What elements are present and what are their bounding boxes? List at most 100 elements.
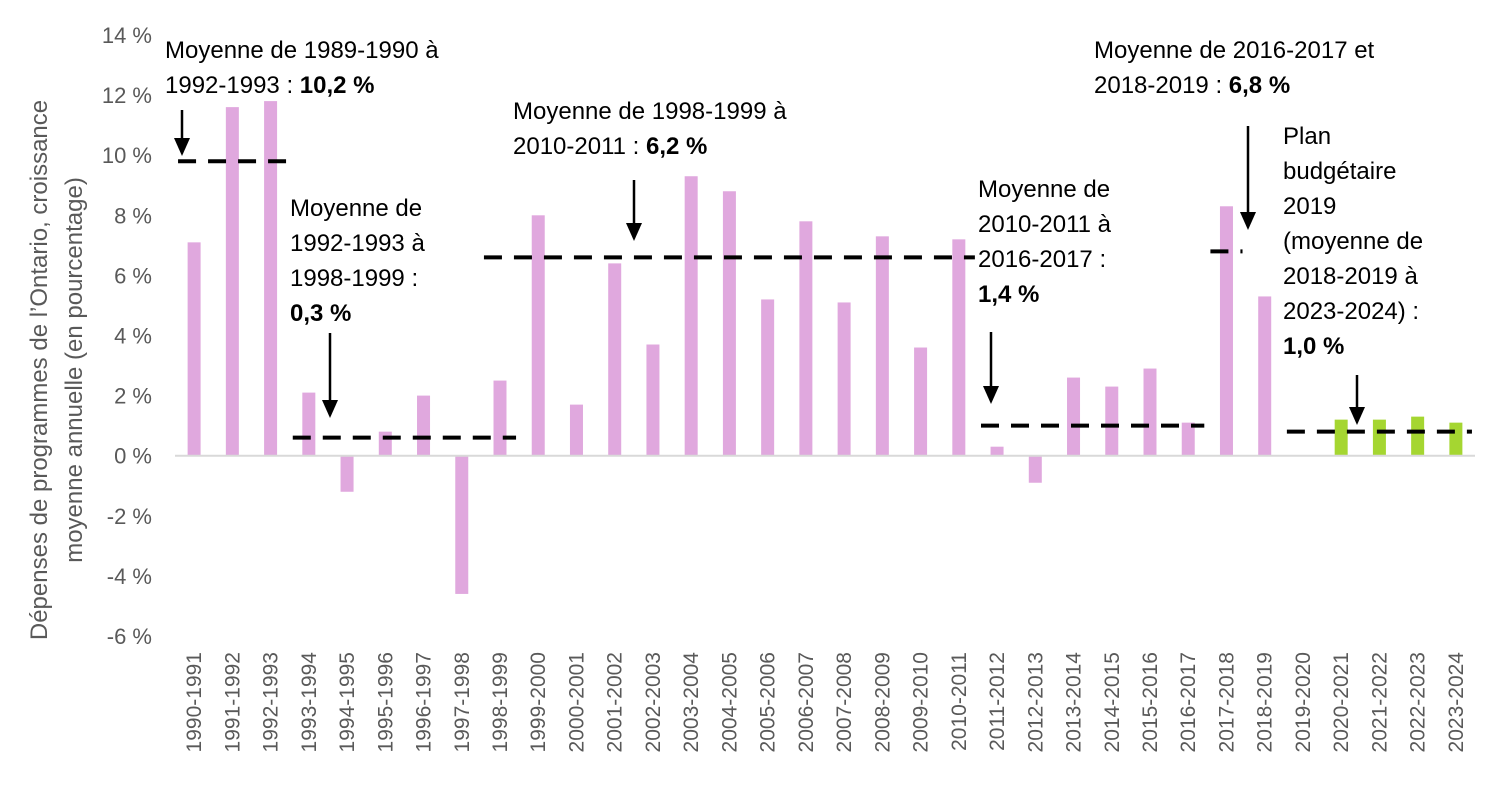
y-tick-label: 12 % (102, 83, 152, 108)
y-tick-label: 6 % (114, 263, 152, 288)
arrow-head (1240, 212, 1256, 230)
x-tick-label: 2010-2011 (948, 652, 971, 751)
bar-2003-2004 (684, 176, 698, 456)
bar-2020-2021 (1334, 419, 1348, 456)
y-tick-label: 0 % (114, 444, 152, 469)
annotation-segment: 2010-2011 à (978, 211, 1112, 238)
annotation-segment: 1,0 % (1283, 333, 1344, 360)
x-tick-label: 2014-2015 (1101, 652, 1124, 752)
bar-2009-2010 (914, 347, 928, 456)
x-tick-label: 2009-2010 (910, 652, 933, 752)
bars (187, 101, 1463, 594)
bar-1996-1997 (417, 395, 431, 456)
x-tick-label: 1997-1998 (451, 652, 474, 752)
x-tick-label: 2004-2005 (718, 652, 741, 752)
x-tick-label: 2006-2007 (795, 652, 818, 752)
x-axis-ticks: 1990-1991 1991-1992 1992-1993 1993-1994 1994… (183, 652, 1468, 753)
x-tick-label: 1994-1995 (336, 652, 359, 752)
arrow-head (174, 138, 190, 156)
y-axis-label-line: moyenne annuelle (en pourcentage) (61, 177, 88, 563)
x-tick-label: 2021-2022 (1368, 652, 1391, 752)
annotation-segment: 2019 (1283, 193, 1336, 220)
bar-2021-2022 (1372, 419, 1386, 456)
y-tick-label: 14 % (102, 23, 152, 48)
x-tick-label: 2016-2017 (1177, 652, 1200, 752)
x-tick-label: 1998-1999 (489, 652, 512, 752)
bar-2006-2007 (799, 221, 813, 456)
x-tick-label: 2020-2021 (1330, 652, 1353, 752)
y-tick-label: 10 % (102, 143, 152, 168)
y-axis-label: Dépenses de programmes de l’Ontario, cro… (26, 100, 88, 640)
x-tick-label: 1996-1997 (413, 652, 436, 752)
annotation-segment: Moyenne de 2016-2017 et (1094, 37, 1375, 64)
x-tick-label: 2002-2003 (642, 652, 665, 752)
x-tick-label: 2019-2020 (1292, 652, 1315, 752)
bar-1994-1995 (340, 455, 354, 492)
annotation-text: Plan budgétaire 2019 (moyenne de 2018-2019 à… (1283, 123, 1423, 360)
annotation-segment: 2023-2024) : (1283, 298, 1419, 325)
annotation-segment: 2018-2019 : (1094, 72, 1229, 99)
annotation-segment: 2016-2017 : (978, 246, 1106, 273)
bar-2017-2018 (1219, 206, 1233, 456)
bar-2000-2001 (569, 404, 583, 456)
x-tick-label: 2008-2009 (871, 652, 894, 752)
x-tick-label: 2011-2012 (986, 652, 1009, 751)
x-tick-label: 2003-2004 (680, 652, 703, 753)
x-tick-label: 2000-2001 (565, 652, 588, 752)
bar-2016-2017 (1181, 422, 1195, 456)
arrow-head (626, 223, 642, 241)
annotation-segment: 0,3 % (290, 300, 351, 327)
bar-1993-1994 (302, 392, 316, 456)
annotation-segment: 1998-1999 : (290, 265, 418, 292)
x-tick-label: 2012-2013 (1024, 652, 1047, 752)
y-tick-label: -6 % (107, 624, 152, 649)
y-tick-label: 2 % (114, 384, 152, 409)
bar-2001-2002 (608, 263, 622, 456)
x-tick-label: 1992-1993 (260, 652, 283, 752)
bar-2015-2016 (1143, 368, 1157, 456)
annotation-segment: 6,8 % (1229, 72, 1290, 99)
y-axis-label-line: Dépenses de programmes de l’Ontario, cro… (26, 100, 53, 640)
annotation-segment: 10,2 % (300, 72, 375, 99)
bar-2022-2023 (1411, 416, 1425, 456)
bar-2012-2013 (1028, 455, 1042, 483)
average-lines (178, 159, 1472, 440)
y-tick-label: -4 % (107, 564, 152, 589)
bar-1999-2000 (531, 215, 545, 456)
x-tick-label: 2013-2014 (1063, 652, 1086, 753)
annotation-segment: Moyenne de 1989-1990 à (165, 37, 439, 64)
annotation-segment: budgétaire (1283, 158, 1396, 185)
y-tick-label: 4 % (114, 324, 152, 349)
bar-2002-2003 (646, 344, 660, 456)
x-tick-label: 2018-2019 (1254, 652, 1277, 752)
annotation-segment: Moyenne de (290, 195, 422, 222)
bar-2023-2024 (1449, 422, 1463, 456)
bar-2004-2005 (722, 191, 736, 456)
x-tick-label: 2005-2006 (757, 652, 780, 752)
annotations: Moyenne de 1989-1990 à 1992-1993 : 10,2 %… (165, 37, 1423, 360)
bar-2005-2006 (761, 299, 775, 456)
annotation-segment: 2010-2011 : (513, 133, 646, 160)
arrow-head (983, 386, 999, 404)
bar-1992-1993 (264, 101, 278, 456)
annotation-segment: 6,2 % (646, 133, 707, 160)
x-tick-label: 1993-1994 (298, 652, 321, 753)
annotation-segment: Moyenne de (978, 176, 1110, 203)
x-tick-label: 1991-1992 (221, 652, 244, 752)
bar-2018-2019 (1258, 296, 1272, 456)
x-tick-label: 2001-2002 (604, 652, 627, 752)
x-tick-label: 1995-1996 (374, 652, 397, 752)
y-axis-ticks: -6 % -4 % -2 % 0 % 2 % 4 % 6 % 8 % 10 % 12 % 14 % (102, 23, 152, 649)
annotation-segment: Moyenne de 1998-1999 à (513, 98, 787, 125)
annotation-segment: Plan (1283, 123, 1331, 150)
x-tick-label: 2023-2024 (1445, 652, 1468, 753)
annotation-segment: 1,4 % (978, 281, 1039, 308)
bar-2014-2015 (1105, 386, 1119, 456)
annotation-text: Moyenne de 1989-1990 à 1992-1993 : 10,2 % (165, 37, 439, 99)
bar-2013-2014 (1067, 377, 1081, 456)
annotation-text: Moyenne de 1992-1993 à 1998-1999 : 0,3 % (290, 195, 425, 327)
bar-1990-1991 (187, 242, 201, 456)
x-tick-label: 2022-2023 (1407, 652, 1430, 752)
annotation-segment: 1992-1993 : (165, 72, 300, 99)
